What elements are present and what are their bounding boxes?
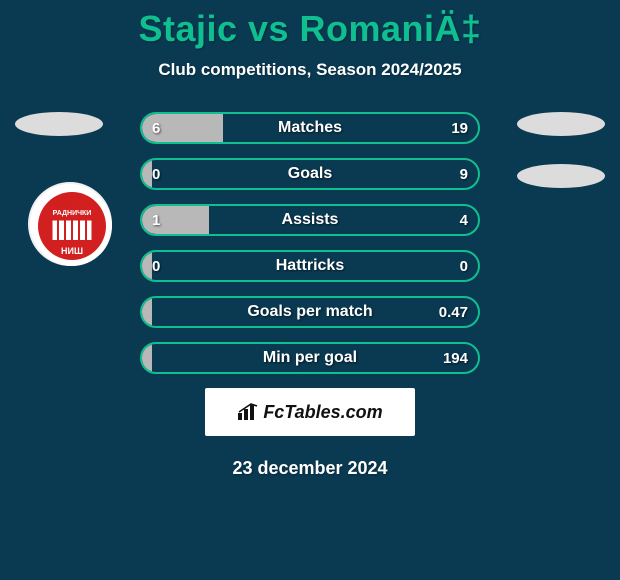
content-region: 1923 РАДНИЧКИ НИШ 6Matches190Goals91Assi… [0,112,620,374]
player-right-avatar-placeholder [517,112,605,136]
stat-label: Goals per match [142,298,478,326]
stat-row: Min per goal194 [140,342,480,374]
crest-year: 1923 [50,198,70,208]
club-crest-left: 1923 РАДНИЧКИ НИШ [28,182,112,266]
chart-icon [237,403,259,421]
stat-right-value: 0.47 [439,298,468,326]
comparison-subtitle: Club competitions, Season 2024/2025 [0,60,620,80]
stat-label: Matches [142,114,478,142]
stat-label: Hattricks [142,252,478,280]
snapshot-date: 23 december 2024 [0,458,620,479]
stat-row: 6Matches19 [140,112,480,144]
stat-right-value: 194 [443,344,468,372]
stat-row: 0Goals9 [140,158,480,190]
attribution-badge: FcTables.com [205,388,415,436]
attribution-content: FcTables.com [237,402,382,423]
stat-row: Goals per match0.47 [140,296,480,328]
player-right-club-placeholder [517,164,605,188]
club-crest-svg: 1923 РАДНИЧКИ НИШ [30,184,114,268]
attribution-text: FcTables.com [263,402,382,423]
crest-club-name: РАДНИЧКИ [53,210,92,217]
stat-label: Assists [142,206,478,234]
stat-right-value: 4 [460,206,468,234]
stat-right-value: 19 [451,114,468,142]
comparison-title: Stajic vs RomaniÄ‡ [0,0,620,50]
stat-row: 1Assists4 [140,204,480,236]
stat-label: Min per goal [142,344,478,372]
stat-right-value: 0 [460,252,468,280]
stat-label: Goals [142,160,478,188]
stat-row: 0Hattricks0 [140,250,480,282]
stat-right-value: 9 [460,160,468,188]
player-left-avatar-placeholder [15,112,103,136]
crest-city: НИШ [61,246,83,256]
stat-bars: 6Matches190Goals91Assists40Hattricks0Goa… [140,112,480,374]
